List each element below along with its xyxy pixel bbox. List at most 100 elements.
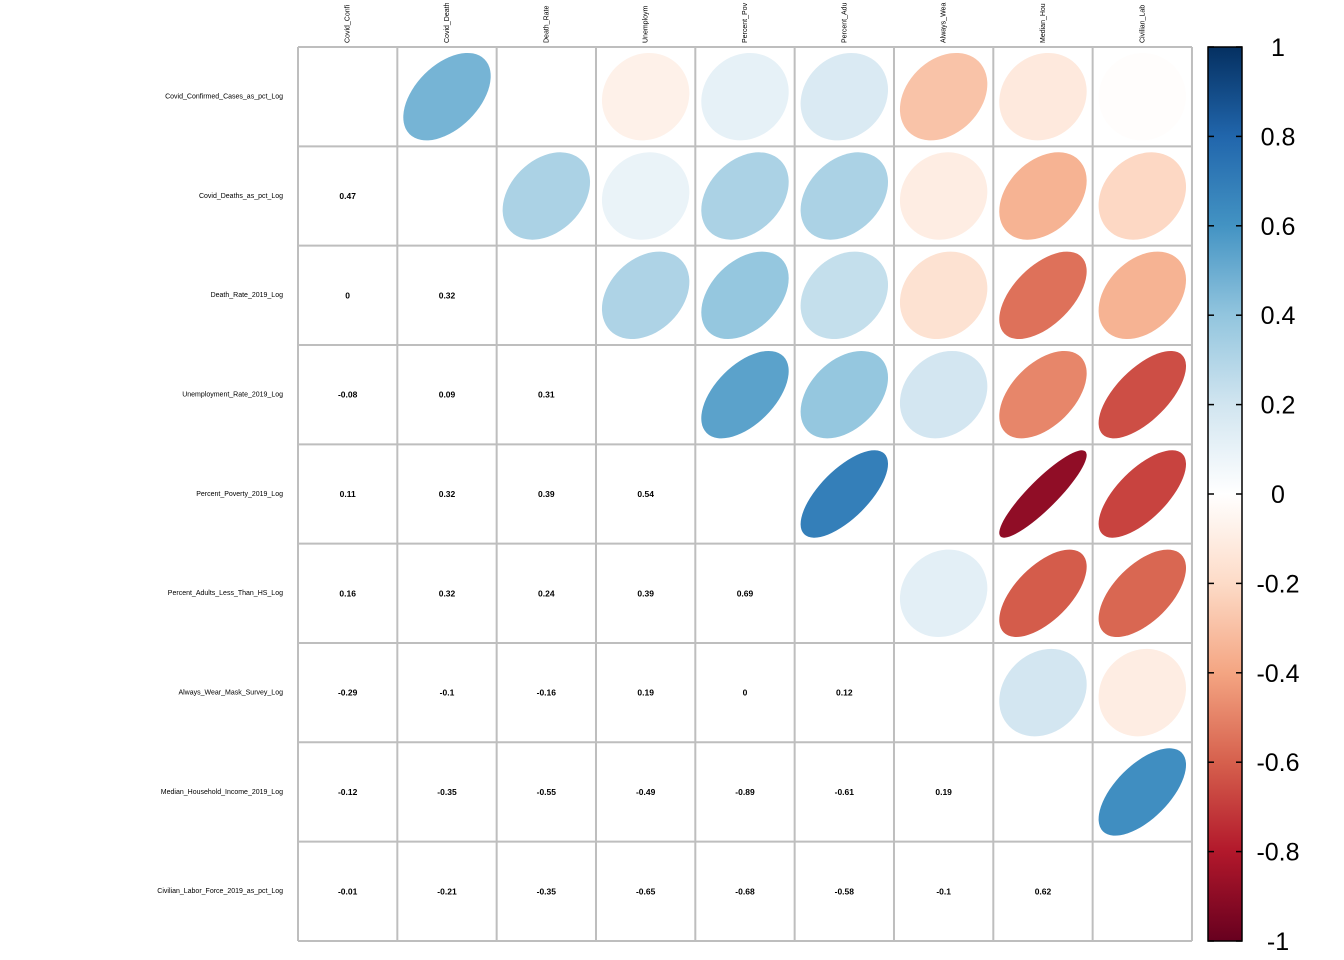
colorbar-tick-label: -0.4: [1256, 660, 1299, 688]
correlation-value: 0.24: [538, 588, 555, 598]
column-labels: Covid_Confi Covid_Death Death_Rate Unemploy…: [345, 2, 1147, 43]
correlation-ellipse: [899, 251, 988, 340]
correlation-value: -0.65: [636, 886, 656, 896]
correlation-ellipse: [701, 251, 789, 340]
correlation-ellipse: [899, 549, 988, 638]
correlation-value: -0.61: [835, 787, 855, 797]
correlation-ellipse: [1098, 648, 1187, 737]
correlation-ellipse: [1098, 350, 1187, 439]
correlation-value: 0.19: [637, 688, 654, 698]
colorbar: 1 0.8 0.6 0.4 0.2 0 -0.2 -0.4 -0.6 -0.8 -1: [1207, 34, 1300, 956]
correlation-ellipse: [999, 152, 1087, 240]
correlation-value: 0: [743, 688, 748, 698]
correlation-value: 0.47: [339, 191, 356, 201]
column-label: Death_Rate: [543, 6, 550, 43]
correlation-ellipse: [999, 450, 1087, 538]
correlation-ellipse: [999, 251, 1087, 340]
row-label: Unemployment_Rate_2019_Log: [182, 391, 283, 398]
correlation-ellipse: [999, 648, 1087, 737]
correlation-ellipse: [999, 350, 1087, 439]
correlation-value: 0.54: [637, 489, 654, 499]
correlation-value: 0.62: [1035, 886, 1052, 896]
row-label: Civilian_Labor_Force_2019_as_pct_Log: [157, 888, 283, 895]
correlation-value: 0.09: [439, 390, 456, 400]
correlation-ellipse: [999, 549, 1087, 638]
column-label: Median_Hou: [1040, 3, 1047, 43]
correlation-value: -0.55: [537, 787, 557, 797]
correlation-value: 0.39: [637, 588, 654, 598]
colorbar-tick-label: 1: [1271, 34, 1285, 62]
column-label: Always_Wea: [941, 3, 948, 43]
correlation-value: -0.58: [835, 886, 855, 896]
correlation-value: -0.89: [735, 787, 755, 797]
correlation-value: 0.31: [538, 390, 555, 400]
row-label: Percent_Adults_Less_Than_HS_Log: [168, 590, 283, 597]
correlation-value: 0.39: [538, 489, 555, 499]
row-label: Percent_Poverty_2019_Log: [196, 491, 283, 498]
correlation-ellipse: [999, 52, 1087, 141]
correlation-value: 0.11: [340, 489, 356, 499]
correlation-value: -0.68: [735, 886, 755, 896]
correlation-ellipse: [899, 152, 988, 240]
correlation-value: -0.1: [440, 688, 455, 698]
correlation-value: -0.35: [537, 886, 557, 896]
row-label: Median_Household_Income_2019_Log: [161, 789, 283, 796]
correlation-ellipse: [800, 450, 889, 538]
correlation-ellipse: [1098, 450, 1187, 538]
colorbar-tick-label: 0: [1271, 481, 1285, 509]
correlation-ellipse: [800, 52, 889, 141]
correlation-value: -0.01: [338, 886, 358, 896]
correlation-ellipse: [1098, 251, 1187, 340]
column-label: Civilian_Lab: [1139, 5, 1146, 43]
colorbar-tick-label: 0.4: [1261, 302, 1296, 330]
correlation-ellipse: [899, 52, 988, 141]
row-label: Always_Wear_Mask_Survey_Log: [178, 689, 283, 696]
correlation-ellipse: [1098, 152, 1187, 240]
correlation-value: -0.49: [636, 787, 656, 797]
correlation-value: -0.1: [936, 886, 951, 896]
correlation-ellipse: [800, 350, 889, 439]
colorbar-tick-label: 0.2: [1261, 392, 1296, 420]
column-label: Percent_Adu: [841, 2, 848, 43]
correlation-value: 0.32: [439, 290, 456, 300]
correlation-ellipse: [502, 52, 591, 141]
row-labels: Covid_Confirmed_Cases_as_pct_Log Covid_De…: [157, 94, 283, 896]
correlation-value: 0: [345, 290, 350, 300]
correlation-value: -0.16: [537, 688, 557, 698]
colorbar-tick-label: 0.6: [1261, 213, 1296, 241]
correlation-ellipse: [800, 251, 889, 340]
column-label: Unemploym: [643, 5, 650, 43]
correlation-ellipse: [601, 251, 690, 340]
grid-lines: [297, 46, 1193, 942]
correlation-value: 0.32: [439, 489, 456, 499]
colorbar-tick-label: 0.8: [1261, 123, 1296, 151]
correlation-value: 0.12: [836, 688, 853, 698]
correlation-value: -0.29: [338, 688, 358, 698]
correlation-ellipse: [601, 152, 690, 240]
row-label: Covid_Confirmed_Cases_as_pct_Log: [165, 94, 283, 101]
row-label: Death_Rate_2019_Log: [211, 292, 284, 299]
correlation-ellipse: [899, 450, 988, 538]
colorbar-tick-label: -0.6: [1256, 749, 1299, 777]
correlation-ellipse: [403, 52, 491, 141]
column-label: Covid_Death: [444, 2, 451, 43]
correlation-ellipse: [1098, 52, 1187, 141]
correlation-ellipse: [502, 152, 591, 240]
correlation-ellipse: [1098, 748, 1187, 836]
colorbar-tick-label: -0.8: [1256, 839, 1299, 867]
correlation-ellipse: [899, 350, 988, 439]
correlation-ellipse: [1098, 549, 1187, 638]
colorbar-tick-label: -0.2: [1256, 570, 1299, 598]
correlation-value: 0.16: [339, 588, 356, 598]
correlation-value: 0.69: [737, 588, 754, 598]
colorbar-tick-label: -1: [1267, 928, 1289, 956]
row-label: Covid_Deaths_as_pct_Log: [199, 193, 283, 200]
correlation-value: -0.35: [437, 787, 457, 797]
correlation-value: 0.19: [935, 787, 952, 797]
correlation-ellipse: [800, 152, 889, 240]
correlation-value: -0.21: [437, 886, 457, 896]
correlation-ellipse: [701, 350, 789, 439]
correlation-value: -0.12: [338, 787, 358, 797]
correlation-ellipse: [601, 52, 690, 141]
